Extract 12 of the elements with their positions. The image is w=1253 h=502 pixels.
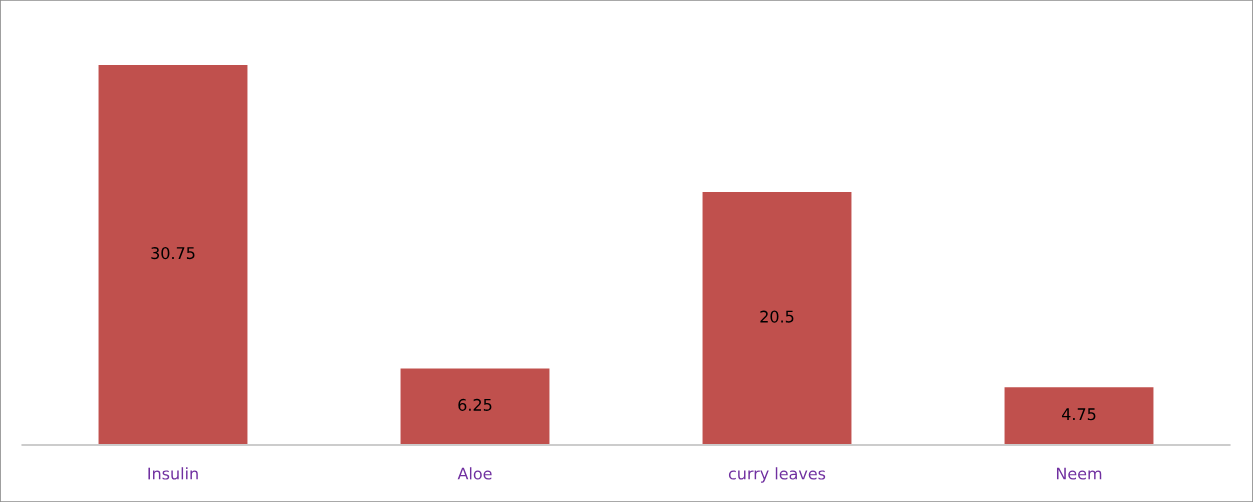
bar [700,189,854,445]
bar [398,366,552,445]
data-label: 20.5 [760,310,794,323]
x-tick-label: Neem [1056,467,1102,480]
data-label: 4.75 [1062,408,1096,421]
data-label: 30.75 [151,247,195,260]
x-tick-label: Insulin [148,467,198,480]
data-label: 6.25 [458,398,492,411]
x-tick-label: Aloe [457,467,492,480]
bar [96,64,250,445]
bar [1002,385,1156,445]
x-tick-label: curry leaves [728,467,826,483]
